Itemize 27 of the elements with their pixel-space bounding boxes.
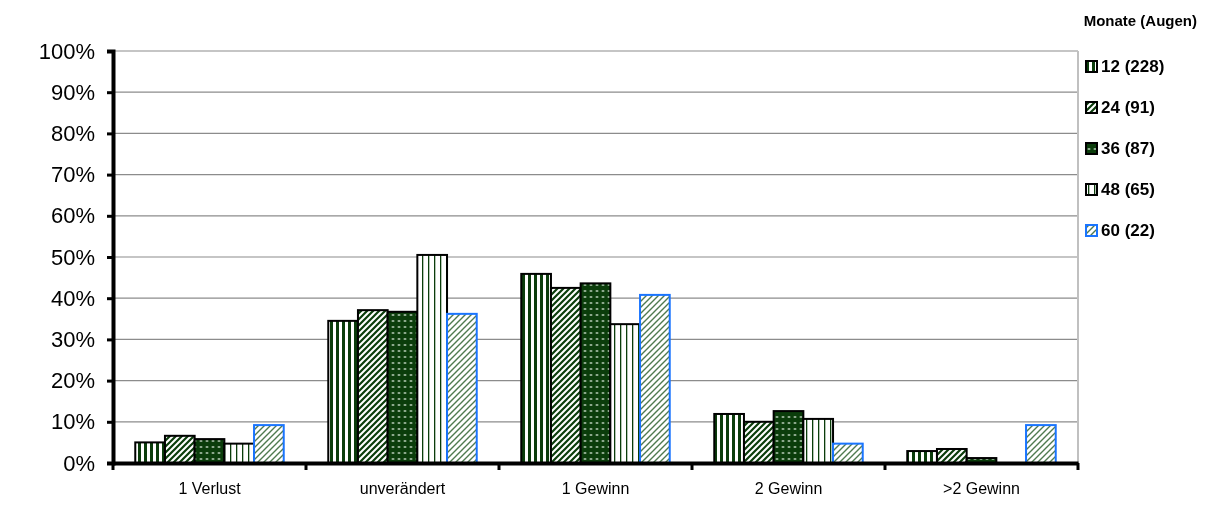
legend-label: 24 (91) bbox=[1101, 98, 1155, 117]
y-tick-label: 90% bbox=[50, 79, 95, 105]
legend-title: Monate (Augen) bbox=[1083, 12, 1197, 29]
legend-label: 12 (228) bbox=[1101, 57, 1165, 76]
legend-label: 60 (22) bbox=[1101, 221, 1155, 240]
y-tick-label: 100% bbox=[38, 38, 95, 64]
y-tick-label: 20% bbox=[50, 368, 95, 394]
bar bbox=[639, 293, 671, 464]
x-tick-label: unverändert bbox=[359, 480, 446, 498]
y-tick-label: 60% bbox=[50, 203, 95, 229]
y-tick-label: 80% bbox=[50, 120, 95, 146]
bar bbox=[832, 442, 864, 464]
x-tick-label: 1 Verlust bbox=[178, 480, 242, 498]
y-tick-label: 40% bbox=[50, 285, 95, 311]
bar bbox=[446, 312, 478, 464]
y-tick-label: 70% bbox=[50, 162, 95, 188]
x-tick-label: >2 Gewinn bbox=[943, 480, 1020, 498]
x-tick-label: 2 Gewinn bbox=[754, 480, 823, 498]
y-tick-label: 0% bbox=[63, 450, 95, 476]
y-tick-label: 10% bbox=[50, 409, 95, 435]
y-tick-label: 50% bbox=[50, 244, 95, 270]
legend-label: 48 (65) bbox=[1101, 180, 1155, 199]
x-tick-label: 1 Gewinn bbox=[561, 480, 630, 498]
legend-label: 36 (87) bbox=[1101, 139, 1155, 158]
bar bbox=[1025, 424, 1057, 464]
bar bbox=[253, 424, 285, 464]
y-tick-label: 30% bbox=[50, 326, 95, 352]
